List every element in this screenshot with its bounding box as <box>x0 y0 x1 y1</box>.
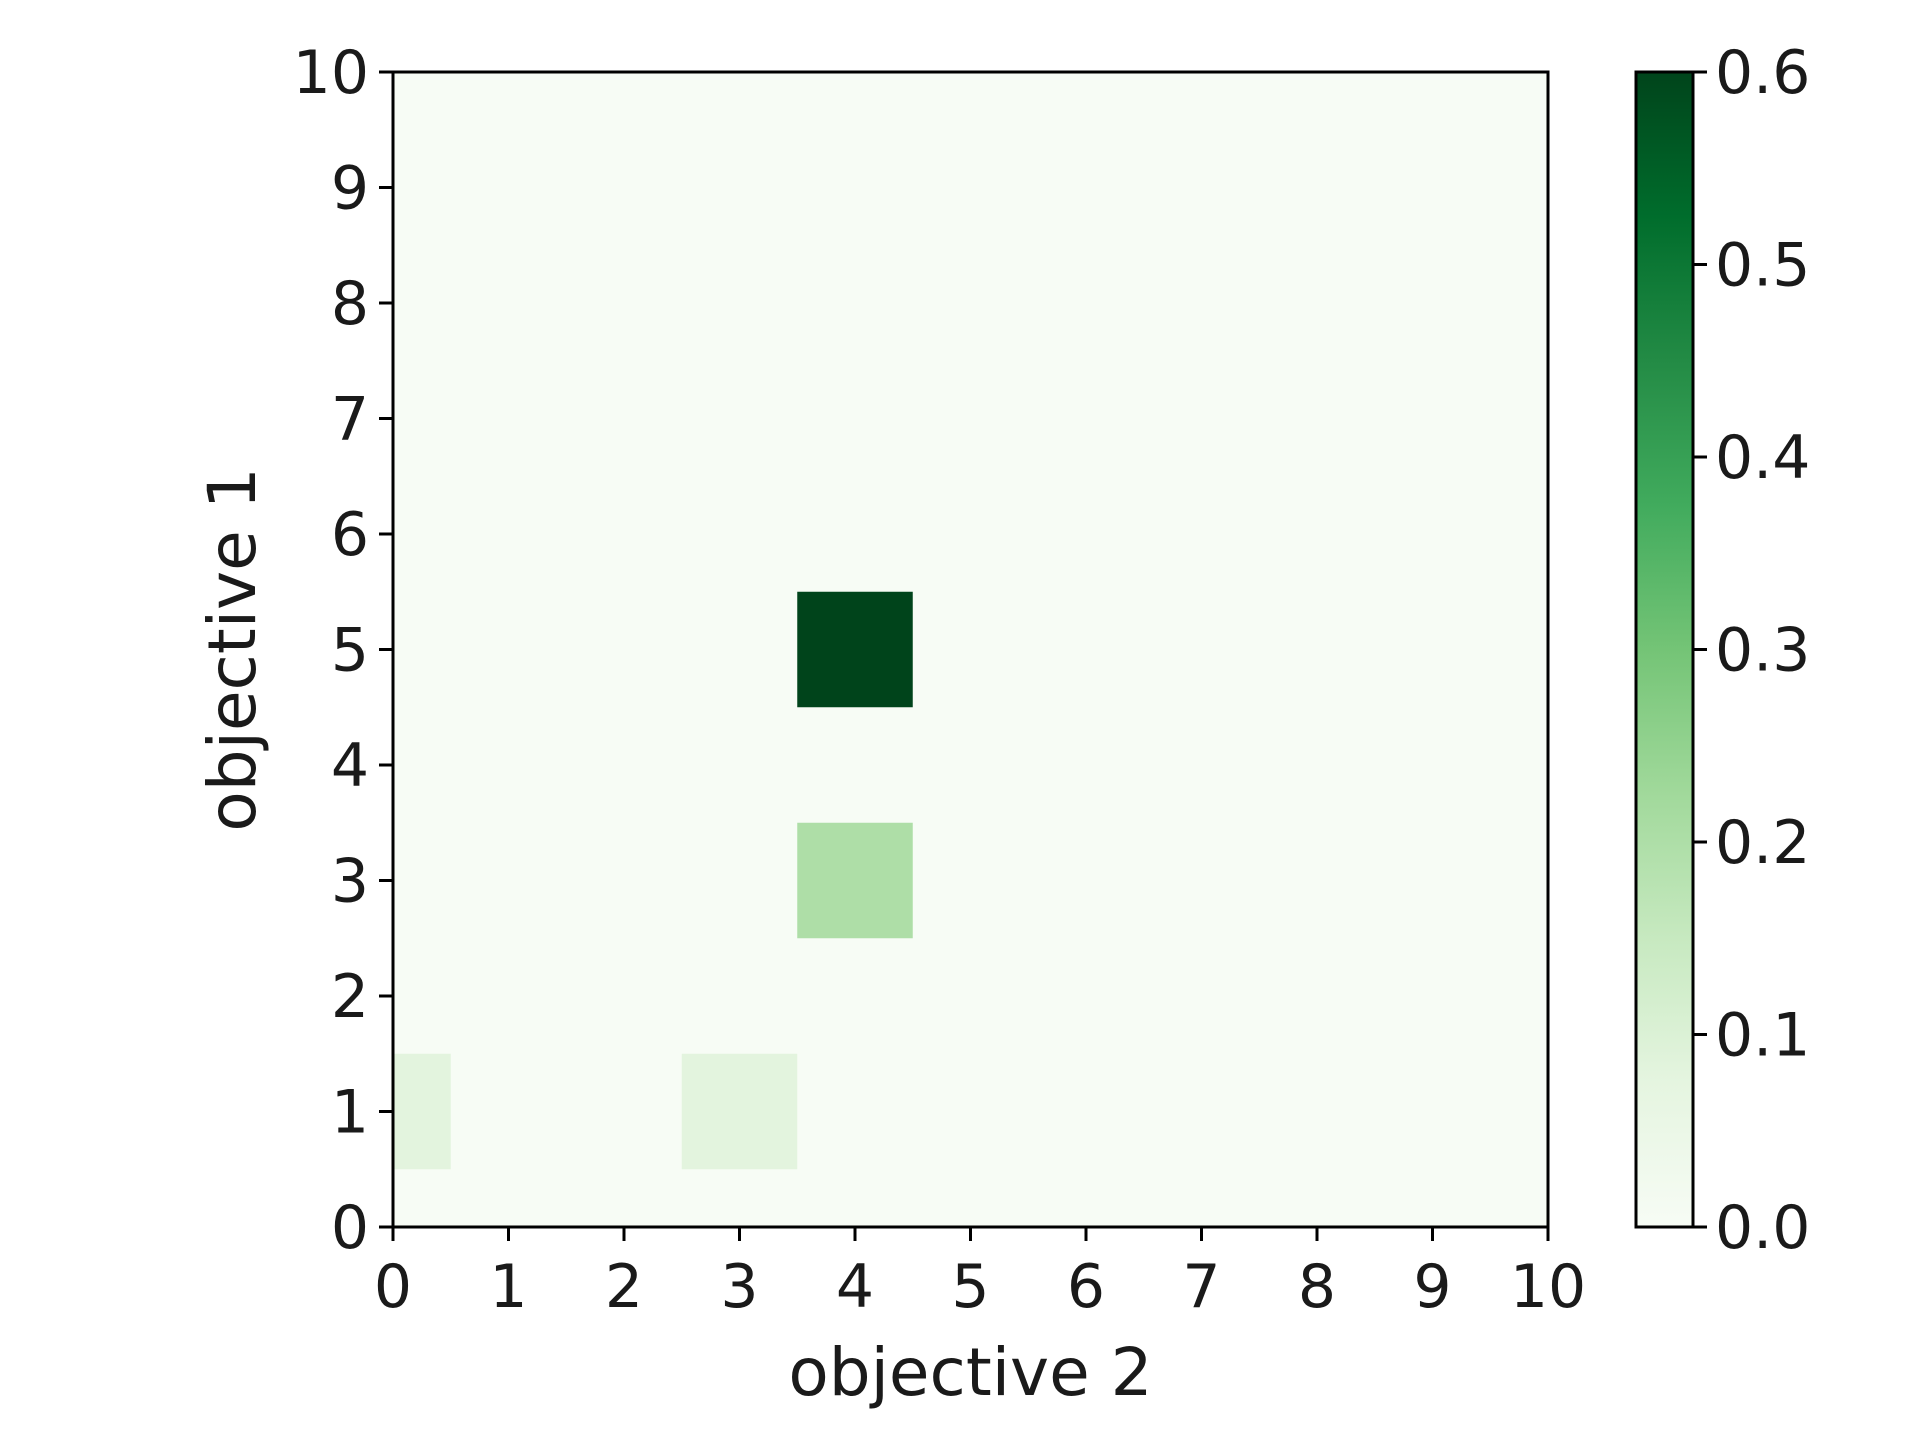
y-tick-label: 5 <box>331 616 369 686</box>
x-tick-label: 3 <box>720 1252 758 1322</box>
heatmap-cell <box>393 1053 451 1170</box>
x-tick-label: 4 <box>836 1252 874 1322</box>
y-tick-label: 3 <box>331 847 369 917</box>
colorbar-tick-label: 0.4 <box>1715 423 1810 493</box>
x-tick-label: 5 <box>951 1252 989 1322</box>
x-tick-label: 9 <box>1413 1252 1451 1322</box>
x-tick-label: 10 <box>1510 1252 1586 1322</box>
y-tick-label: 0 <box>331 1193 369 1263</box>
colorbar <box>1636 72 1693 1227</box>
x-tick-label: 0 <box>374 1252 412 1322</box>
y-tick-label: 4 <box>331 731 369 801</box>
heatmap-cells <box>393 591 913 1170</box>
x-axis-label: objective 2 <box>788 1334 1152 1411</box>
colorbar-axis: 0.0 0.1 0.2 0.3 0.4 0.5 0.6 <box>1693 38 1810 1263</box>
y-axis: 0 1 2 3 4 5 6 7 8 9 10 <box>293 38 393 1263</box>
y-tick-label: 9 <box>331 154 369 224</box>
y-axis-label: objective 1 <box>194 467 271 831</box>
x-tick-label: 7 <box>1182 1252 1220 1322</box>
x-tick-label: 6 <box>1067 1252 1105 1322</box>
colorbar-tick-label: 0.5 <box>1715 231 1810 301</box>
x-tick-label: 1 <box>489 1252 527 1322</box>
x-axis: 0 1 2 3 4 5 6 7 8 9 10 <box>374 1227 1586 1322</box>
colorbar-tick-label: 0.6 <box>1715 38 1810 108</box>
heatmap-cell <box>681 1053 798 1170</box>
y-tick-label: 2 <box>331 962 369 1032</box>
colorbar-tick-label: 0.2 <box>1715 808 1810 878</box>
y-tick-label: 1 <box>331 1078 369 1148</box>
y-tick-label: 6 <box>331 500 369 570</box>
colorbar-tick-label: 0.1 <box>1715 1001 1810 1071</box>
heatmap-cell <box>797 822 913 939</box>
y-tick-label: 10 <box>293 38 369 108</box>
y-tick-label: 8 <box>331 269 369 339</box>
heatmap-background <box>393 72 1548 1227</box>
x-tick-label: 8 <box>1298 1252 1336 1322</box>
plot-area <box>393 72 1548 1227</box>
colorbar-tick-label: 0.0 <box>1715 1193 1810 1263</box>
x-tick-label: 2 <box>605 1252 643 1322</box>
y-tick-label: 7 <box>331 385 369 455</box>
heatmap-cell <box>797 591 913 708</box>
colorbar-tick-label: 0.3 <box>1715 616 1810 686</box>
